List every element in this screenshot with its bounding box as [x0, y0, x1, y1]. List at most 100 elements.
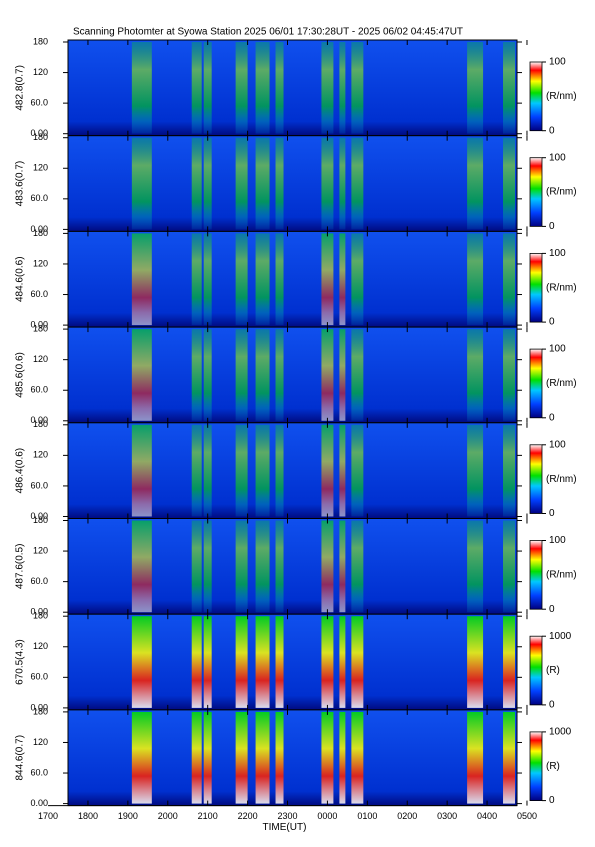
emission-streak: [339, 520, 346, 613]
emission-streak: [503, 233, 516, 326]
y-tick-label: 0.00: [30, 415, 48, 425]
y-tick-label: 60.0: [30, 480, 48, 490]
emission-streak: [339, 137, 346, 230]
y-tick-label: 120: [33, 354, 48, 364]
colorbar-tick-label: 0: [549, 412, 555, 423]
emission-streak: [321, 424, 334, 517]
x-tick-label: 0300: [437, 811, 457, 821]
emission-streak: [255, 137, 270, 230]
emission-streak: [131, 329, 152, 421]
y-tick-label: 120: [33, 163, 48, 173]
colorbar-tick-label: 1000: [549, 727, 572, 738]
emission-streak: [275, 137, 284, 230]
colorbar-label: (R/nm): [546, 282, 577, 293]
x-tick-label: 1800: [78, 811, 98, 821]
emission-streak: [191, 233, 202, 326]
emission-streak: [467, 329, 484, 421]
emission-streak: [503, 42, 516, 134]
emission-streak: [467, 137, 484, 230]
emission-streak: [191, 424, 202, 517]
emission-streak: [235, 616, 248, 708]
emission-streak: [275, 329, 284, 421]
y-tick-label: 60.0: [30, 289, 48, 299]
emission-streak: [131, 424, 152, 517]
y-tick-label: 0.00: [30, 798, 48, 808]
emission-streak: [321, 42, 334, 134]
y-tick-label: 180: [33, 228, 48, 238]
emission-streak: [351, 42, 364, 134]
emission-streak: [191, 616, 202, 708]
x-tick-label: 2200: [238, 811, 258, 821]
emission-streak: [255, 711, 270, 804]
emission-streak: [131, 137, 152, 230]
colorbar-label: (R): [546, 665, 560, 676]
colorbar-tick-label: 100: [549, 248, 566, 259]
x-tick-label: 1900: [118, 811, 138, 821]
colorbar: [529, 444, 543, 514]
emission-streak: [203, 616, 212, 708]
emission-streak: [351, 616, 364, 708]
y-tick-label: 180: [33, 419, 48, 429]
y-tick-label: 180: [33, 611, 48, 621]
colorbar: [529, 635, 543, 706]
y-tick-label: 0.00: [30, 224, 48, 234]
emission-streak: [255, 424, 270, 517]
y-axis-label: 487.6(0.5): [15, 544, 26, 590]
colorbar-tick-label: 0: [549, 221, 555, 232]
colorbar: [529, 157, 543, 227]
y-tick-label: 0.00: [30, 319, 48, 329]
emission-streak: [321, 520, 334, 613]
y-tick-label: 60.0: [30, 672, 48, 682]
y-tick-label: 180: [33, 515, 48, 525]
emission-streak: [255, 329, 270, 421]
x-tick-label: 0200: [397, 811, 417, 821]
x-tick-label: 0400: [477, 811, 497, 821]
colorbar-tick-label: 1000: [549, 631, 572, 642]
colorbar-tick-label: 0: [549, 317, 555, 328]
colorbar-tick-label: 0: [549, 795, 555, 806]
emission-streak: [235, 233, 248, 326]
x-tick-label: 1700: [38, 811, 58, 821]
emission-streak: [503, 424, 516, 517]
colorbar-label: (R/nm): [546, 569, 577, 580]
y-tick-label: 60.0: [30, 385, 48, 395]
emission-streak: [131, 711, 152, 804]
y-axis-label: 482.8(0.7): [15, 65, 26, 111]
y-tick-label: 0.00: [30, 607, 48, 617]
emission-streak: [191, 520, 202, 613]
emission-streak: [321, 711, 334, 804]
y-tick-label: 120: [33, 545, 48, 555]
y-axis-label: 486.4(0.6): [15, 448, 26, 494]
colorbar: [529, 540, 543, 610]
colorbar: [529, 731, 543, 802]
colorbar: [529, 252, 543, 323]
emission-streak: [191, 711, 202, 804]
colorbar: [529, 61, 543, 132]
y-tick-label: 180: [33, 706, 48, 716]
y-axis-label: 484.6(0.6): [15, 256, 26, 302]
x-tick-label: 2300: [277, 811, 297, 821]
x-tick-label: 2100: [198, 811, 218, 821]
emission-streak: [191, 42, 202, 134]
emission-streak: [203, 329, 212, 421]
emission-streak: [203, 137, 212, 230]
emission-streak: [503, 616, 516, 708]
y-tick-label: 180: [33, 36, 48, 46]
emission-streak: [255, 520, 270, 613]
colorbar-label: (R/nm): [546, 91, 577, 102]
emission-streak: [467, 424, 484, 517]
emission-streak: [275, 233, 284, 326]
colorbar-tick-label: 100: [549, 152, 566, 163]
y-tick-label: 60.0: [30, 576, 48, 586]
emission-streak: [351, 233, 364, 326]
emission-streak: [235, 711, 248, 804]
emission-streak: [351, 711, 364, 804]
colorbar-tick-label: 100: [549, 57, 566, 68]
emission-streak: [191, 137, 202, 230]
y-tick-label: 120: [33, 450, 48, 460]
emission-streak: [275, 424, 284, 517]
emission-streak: [131, 616, 152, 708]
emission-streak: [275, 520, 284, 613]
emission-streak: [235, 329, 248, 421]
colorbar-tick-label: 0: [549, 125, 555, 136]
